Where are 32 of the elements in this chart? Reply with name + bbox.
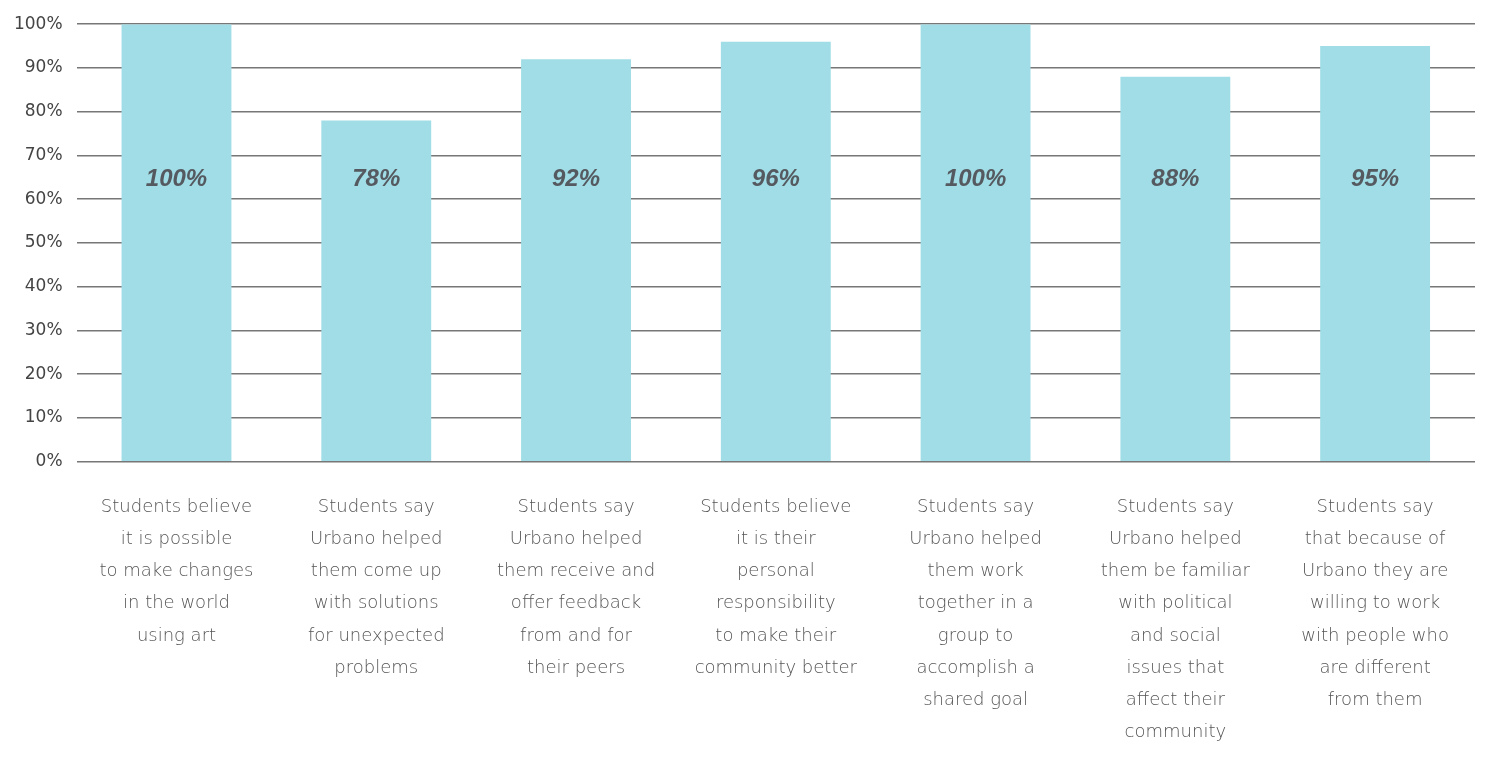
data-label: 88% [1151,164,1200,192]
y-tick-label: 90% [24,56,63,77]
y-tick-label: 30% [24,318,63,339]
x-tick-label: Students believe it is possible to make changes in the world using art [99,495,254,645]
bar [920,24,1031,461]
x-tick-label: Students say Urbano helped them work together in a group to accomplish a shared goal [909,495,1042,709]
bar [1120,76,1231,461]
y-tick-label: 10% [24,406,63,427]
bar [521,59,631,461]
y-tick-label: 0% [35,450,63,471]
data-label: 100% [145,164,208,192]
bar [720,41,831,461]
x-tick-label: Students say Urbano helped them receive and offer feedback from and for their peers [496,495,656,677]
data-label: 95% [1351,164,1400,192]
x-tick-label: Students say Urbano helped them come up with solutions for unexpected problems [307,495,445,677]
data-label: 92% [552,164,601,192]
y-tick-label: 40% [24,275,63,296]
y-tick-label: 80% [24,100,63,121]
y-tick-label: 50% [24,231,63,252]
bar [321,120,432,461]
data-label: 96% [751,164,800,192]
data-label: 100% [944,164,1007,192]
x-tick-label: Students say Urbano helped them be familiar with political and social issues that affect their community [1100,495,1251,741]
bar [1320,46,1431,461]
x-tick-label: Students say that because of Urbano they are willing to work with people who are different from them [1301,495,1450,709]
y-tick-label: 70% [24,143,63,164]
y-tick-label: 100% [13,12,63,33]
x-tick-label: Students believe it is their personal responsibility to make their community better [694,495,858,677]
y-tick-label: 60% [24,187,63,208]
bar [121,24,232,461]
y-tick-label: 20% [24,362,63,383]
data-label: 78% [352,164,401,192]
